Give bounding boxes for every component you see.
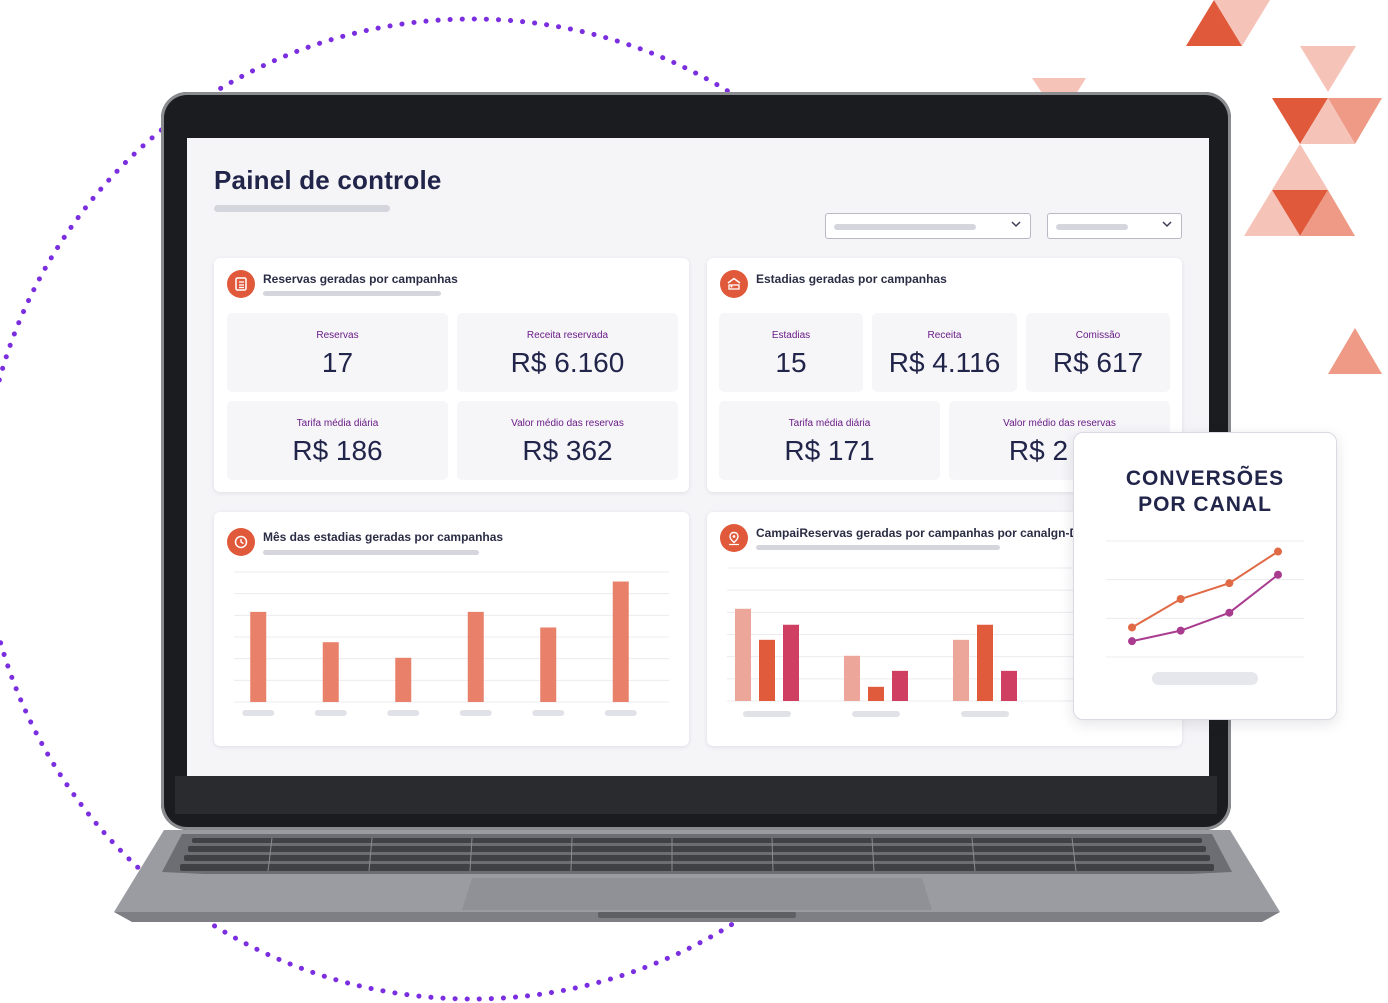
stat-value: R$ 186 [292,435,383,466]
map-pin-icon [720,524,748,552]
data-point [1128,623,1136,632]
stat-label: Comissão [1075,330,1121,341]
series-line [1131,573,1279,643]
stat-value: R$ 171 [784,435,875,466]
stat-label: Receita [927,330,962,341]
stat-receita-reservada: Receita reservada R$ 6.160 [457,313,678,392]
data-point [1274,570,1282,579]
card-estadias: Estadias geradas por campanhas Estadias … [707,258,1182,492]
stat-value: R$ 2 [1008,435,1069,466]
stat-value: 17 [321,347,354,378]
stat-value: R$ 362 [522,435,613,466]
conversions-title-line2: POR CANAL [1138,493,1272,516]
x-tick-label [314,710,347,716]
stat-label: Tarifa média diária [788,418,871,429]
page-title: Painel de controle [214,165,442,195]
bar [953,639,969,701]
dashboard-screen: Painel de controle Reservas geradas por … [187,138,1209,776]
stat-valor-medio: Valor médio das reservas R$ 362 [457,401,678,480]
bar [612,581,629,702]
card-title: Estadias geradas por campanhas [756,272,947,286]
chevron-down-icon [1010,218,1022,233]
laptop-keyboard-base [114,830,1280,922]
series-line [1131,550,1279,629]
stat-value: 15 [775,347,807,378]
bar [540,627,557,702]
stat-label: Valor médio das reservas [511,418,624,429]
data-point [1176,626,1185,635]
stat-estadias: Estadias 15 [719,313,863,392]
card-title: Mês das estadias geradas por campanhas [263,530,504,544]
bar [844,655,860,701]
filter-select-2[interactable] [1047,213,1182,239]
stat-receita: Receita R$ 4.116 [872,313,1017,392]
legend-placeholder [1152,672,1258,685]
x-tick-label [743,711,791,717]
clock-icon [227,528,255,556]
laptop-bezel [175,776,1217,814]
card-mes-estadias: Mês das estadias geradas por campanhas [214,512,689,746]
stat-value: R$ 6.160 [510,347,625,378]
stat-value: R$ 4.116 [888,347,1001,378]
page-subtitle-placeholder [214,205,390,212]
x-tick-label [604,710,637,716]
stat-label: Receita reservada [526,330,609,341]
bar [250,611,267,702]
stat-label: Estadias [771,330,811,341]
bar [759,639,775,701]
stat-reservas: Reservas 17 [227,313,448,392]
card-title: CampaiReservas geradas por campanhas por… [756,526,1079,540]
bar [892,670,908,701]
x-tick-label [242,710,275,716]
bar [467,611,484,702]
card-title: Reservas geradas por campanhas [263,272,458,286]
bar [1001,670,1017,701]
x-tick-label [532,710,565,716]
x-tick-label [852,711,900,717]
bar [868,686,884,701]
bar-chart-mes [234,571,669,716]
stat-tarifa-media: Tarifa média diária R$ 171 [719,401,940,480]
bed-icon [720,270,748,298]
bar [783,624,799,701]
stat-label: Tarifa média diária [296,418,379,429]
card-reservas: Reservas geradas por campanhas Reservas … [214,258,689,492]
data-point [1225,579,1234,588]
conversions-title-line1: CONVERSÕES [1125,467,1285,490]
stat-tarifa-media: Tarifa média diária R$ 186 [227,401,448,480]
stat-comissao: Comissão R$ 617 [1026,313,1170,392]
conversions-card: CONVERSÕES POR CANAL [1073,432,1337,720]
filter-select-1[interactable] [825,213,1031,239]
stat-value: R$ 617 [1052,347,1144,378]
card-subtitle-placeholder [263,550,479,555]
triangle-pattern [1032,0,1382,374]
stat-label: Valor médio das reservas [1003,418,1116,429]
chevron-down-icon [1161,218,1173,233]
bar [395,657,412,702]
notebook-icon [227,270,255,298]
conversions-title: CONVERSÕES POR CANAL [1074,466,1336,518]
data-point [1176,595,1185,603]
x-tick-label [387,710,420,716]
data-point [1225,608,1234,617]
data-point [1128,637,1136,646]
card-subtitle-placeholder [756,545,1000,550]
bar [322,642,339,702]
line-chart-conversions [1106,540,1304,685]
data-point [1274,547,1282,556]
bar [735,608,751,701]
stat-label: Reservas [316,330,359,341]
bar [977,624,993,701]
x-tick-label [459,710,492,716]
x-tick-label [961,711,1009,717]
card-subtitle-placeholder [263,291,441,296]
